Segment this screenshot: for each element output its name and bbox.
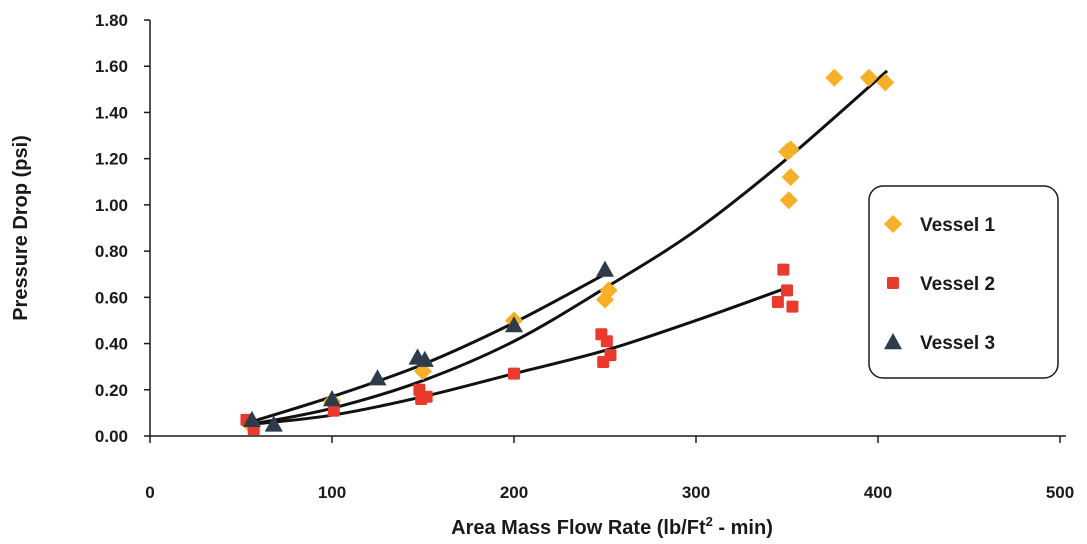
data-point-vessel-1 <box>825 68 844 87</box>
x-axis-title-tail: - min) <box>713 517 773 539</box>
y-tick-label: 0.60 <box>95 288 128 307</box>
x-tick-label: 200 <box>500 483 528 502</box>
y-axis-title: Pressure Drop (psi) <box>10 135 32 321</box>
data-point-vessel-3 <box>323 390 341 407</box>
legend-label-vessel-3: Vessel 3 <box>920 333 995 354</box>
x-axis-title: Area Mass Flow Rate (lb/Ft2 - min) <box>451 514 773 539</box>
data-point-vessel-2 <box>508 367 520 380</box>
legend-label-vessel-2: Vessel 2 <box>920 274 995 295</box>
data-point-vessel-1 <box>781 140 800 159</box>
data-point-vessel-2 <box>781 284 793 297</box>
y-tick-label: 0.40 <box>95 335 128 354</box>
data-point-vessel-2 <box>777 263 790 276</box>
x-tick-label: 300 <box>682 483 710 502</box>
legend-label-vessel-1: Vessel 1 <box>920 215 995 236</box>
y-tick-label: 0.00 <box>95 427 128 446</box>
data-point-vessel-3 <box>264 415 283 432</box>
data-point-vessel-3 <box>368 369 387 386</box>
legend-box <box>868 185 1059 379</box>
data-point-vessel-1 <box>779 191 798 210</box>
y-tick-label: 1.20 <box>95 150 128 169</box>
data-point-vessel-2 <box>604 349 617 362</box>
trendline-vessel-1 <box>249 69 889 426</box>
data-point-vessel-3 <box>415 350 434 367</box>
y-tick-label: 1.00 <box>95 196 128 215</box>
x-axis-title-superscript: 2 <box>706 514 713 529</box>
legend: Vessel 1 Vessel 2 Vessel 3 <box>868 185 1059 379</box>
y-tick-label: 1.60 <box>95 57 128 76</box>
x-tick-label: 500 <box>1046 483 1074 502</box>
x-axis-title-main: Area Mass Flow Rate (lb/Ft <box>451 517 706 539</box>
y-tick-label: 0.80 <box>95 242 128 261</box>
x-tick-label: 0 <box>145 483 154 502</box>
data-point-vessel-3 <box>596 260 614 277</box>
data-point-vessel-1 <box>781 168 800 187</box>
y-tick-label: 1.40 <box>95 103 128 122</box>
data-point-vessel-2 <box>600 335 613 348</box>
legend-marker-vessel-1 <box>884 215 902 233</box>
legend-marker-vessel-2 <box>887 277 899 289</box>
data-point-vessel-1 <box>859 68 878 87</box>
data-point-vessel-2 <box>786 300 799 313</box>
y-tick-label: 0.20 <box>95 381 128 400</box>
data-point-vessel-1 <box>876 73 895 92</box>
y-tick-label: 1.80 <box>95 11 128 30</box>
legend-marker-vessel-3 <box>884 333 902 350</box>
data-point-vessel-3 <box>505 316 523 333</box>
data-point-vessel-2 <box>420 390 433 403</box>
x-tick-label: 400 <box>864 483 892 502</box>
data-point-vessel-1 <box>599 281 618 300</box>
data-point-vessel-3 <box>242 410 261 428</box>
data-point-vessel-2 <box>771 295 784 308</box>
x-tick-label: 100 <box>318 483 346 502</box>
data-point-vessel-2 <box>327 404 340 417</box>
